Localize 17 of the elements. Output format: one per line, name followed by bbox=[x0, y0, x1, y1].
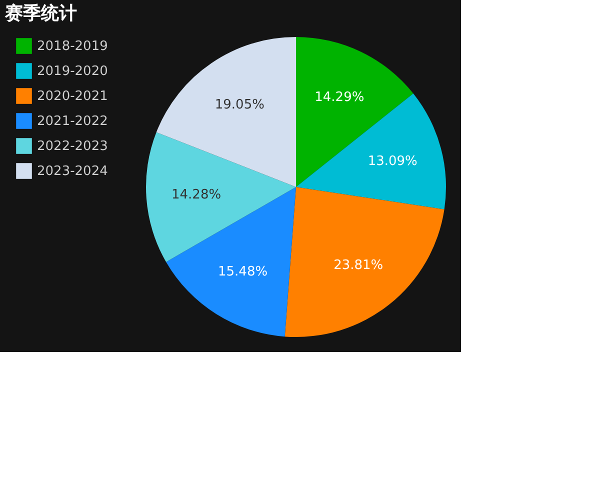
legend-label: 2021-2022 bbox=[37, 114, 108, 129]
data-label: 23.81% bbox=[334, 258, 384, 274]
data-label: 14.29% bbox=[314, 90, 364, 105]
legend-label: 2020-2021 bbox=[37, 89, 108, 104]
legend-label: 2018-2019 bbox=[37, 39, 108, 54]
data-label: 14.28% bbox=[171, 187, 222, 202]
data-label: 13.09% bbox=[368, 154, 418, 170]
legend-label: 2022-2023 bbox=[37, 139, 108, 154]
pie-slice bbox=[284, 187, 444, 337]
data-label: 15.48% bbox=[218, 264, 268, 280]
pie-slice bbox=[156, 37, 296, 187]
chart-title: 赛季统计 bbox=[4, 3, 77, 24]
pie-slice bbox=[146, 132, 296, 262]
legend-label: 2019-2020 bbox=[37, 64, 108, 79]
pie-slice bbox=[166, 187, 296, 337]
data-label: 19.05% bbox=[214, 97, 264, 112]
legend-label: 2023-2024 bbox=[37, 164, 108, 179]
